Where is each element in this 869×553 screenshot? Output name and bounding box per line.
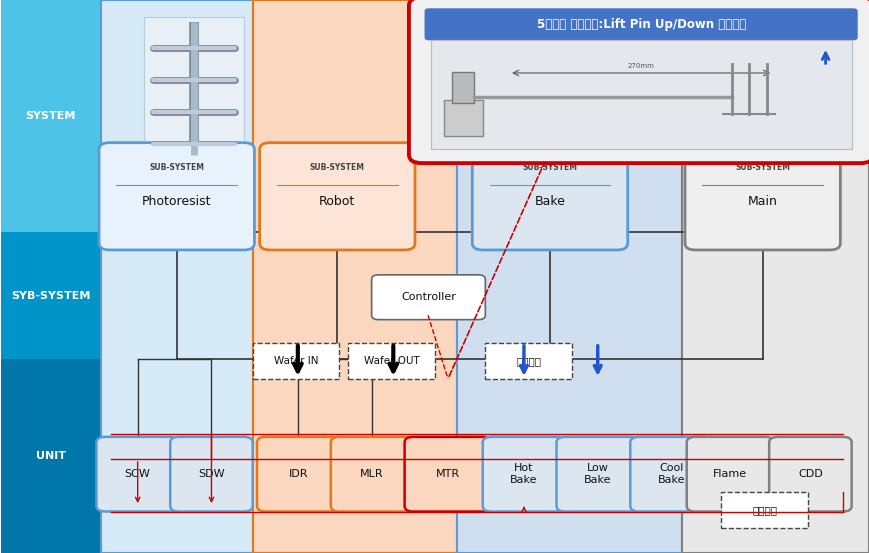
Text: Flame: Flame	[713, 469, 747, 479]
FancyBboxPatch shape	[682, 0, 869, 553]
FancyBboxPatch shape	[685, 143, 840, 250]
Text: 5차년도 연구대상:Lift Pin Up/Down 구동장치: 5차년도 연구대상:Lift Pin Up/Down 구동장치	[536, 18, 746, 31]
Text: SUB-SYSTEM: SUB-SYSTEM	[735, 163, 790, 172]
FancyBboxPatch shape	[260, 143, 415, 250]
FancyBboxPatch shape	[453, 72, 474, 103]
FancyBboxPatch shape	[1, 232, 101, 359]
Text: IDR: IDR	[289, 469, 308, 479]
Text: Bake: Bake	[534, 195, 566, 208]
Text: Cool
Bake: Cool Bake	[658, 463, 686, 486]
FancyBboxPatch shape	[1, 359, 101, 553]
Text: SYB-SYSTEM: SYB-SYSTEM	[11, 291, 90, 301]
FancyBboxPatch shape	[630, 437, 713, 512]
Text: 약액공급: 약액공급	[753, 505, 778, 515]
Text: CDD: CDD	[798, 469, 823, 479]
FancyBboxPatch shape	[348, 343, 435, 379]
FancyBboxPatch shape	[170, 437, 253, 512]
Text: SUB-SYSTEM: SUB-SYSTEM	[310, 163, 365, 172]
Text: SUB-SYSTEM: SUB-SYSTEM	[149, 163, 204, 172]
FancyBboxPatch shape	[144, 17, 244, 166]
Text: Photoresist: Photoresist	[142, 195, 211, 208]
Text: MTR: MTR	[436, 469, 460, 479]
Text: SUB-SYSTEM: SUB-SYSTEM	[522, 163, 578, 172]
Text: Wafer OUT: Wafer OUT	[364, 356, 420, 366]
FancyBboxPatch shape	[444, 100, 482, 136]
FancyBboxPatch shape	[721, 492, 808, 528]
Text: Hot
Bake: Hot Bake	[510, 463, 538, 486]
FancyBboxPatch shape	[482, 437, 565, 512]
Text: SCW: SCW	[125, 469, 150, 479]
Text: Low
Bake: Low Bake	[584, 463, 612, 486]
FancyBboxPatch shape	[96, 437, 179, 512]
Text: SYSTEM: SYSTEM	[26, 111, 76, 121]
FancyBboxPatch shape	[687, 437, 773, 512]
FancyBboxPatch shape	[405, 437, 491, 512]
FancyBboxPatch shape	[99, 143, 255, 250]
Text: Controller: Controller	[401, 292, 456, 302]
Text: 노광공정: 노광공정	[516, 356, 541, 366]
FancyBboxPatch shape	[425, 8, 858, 40]
Text: Robot: Robot	[319, 195, 355, 208]
FancyBboxPatch shape	[556, 437, 639, 512]
FancyBboxPatch shape	[257, 437, 340, 512]
Text: Main: Main	[747, 195, 778, 208]
FancyBboxPatch shape	[409, 0, 869, 163]
Text: MLR: MLR	[361, 469, 384, 479]
FancyBboxPatch shape	[253, 0, 457, 553]
FancyBboxPatch shape	[253, 343, 340, 379]
FancyBboxPatch shape	[101, 0, 253, 553]
FancyBboxPatch shape	[473, 143, 627, 250]
FancyBboxPatch shape	[372, 275, 485, 320]
FancyBboxPatch shape	[1, 0, 101, 232]
FancyBboxPatch shape	[431, 40, 852, 149]
Text: 270mm: 270mm	[627, 62, 654, 69]
FancyBboxPatch shape	[457, 0, 682, 553]
FancyBboxPatch shape	[485, 343, 572, 379]
FancyBboxPatch shape	[331, 437, 414, 512]
Text: Wafer IN: Wafer IN	[274, 356, 318, 366]
Text: SDW: SDW	[198, 469, 225, 479]
Text: UNIT: UNIT	[36, 451, 66, 461]
FancyBboxPatch shape	[769, 437, 852, 512]
